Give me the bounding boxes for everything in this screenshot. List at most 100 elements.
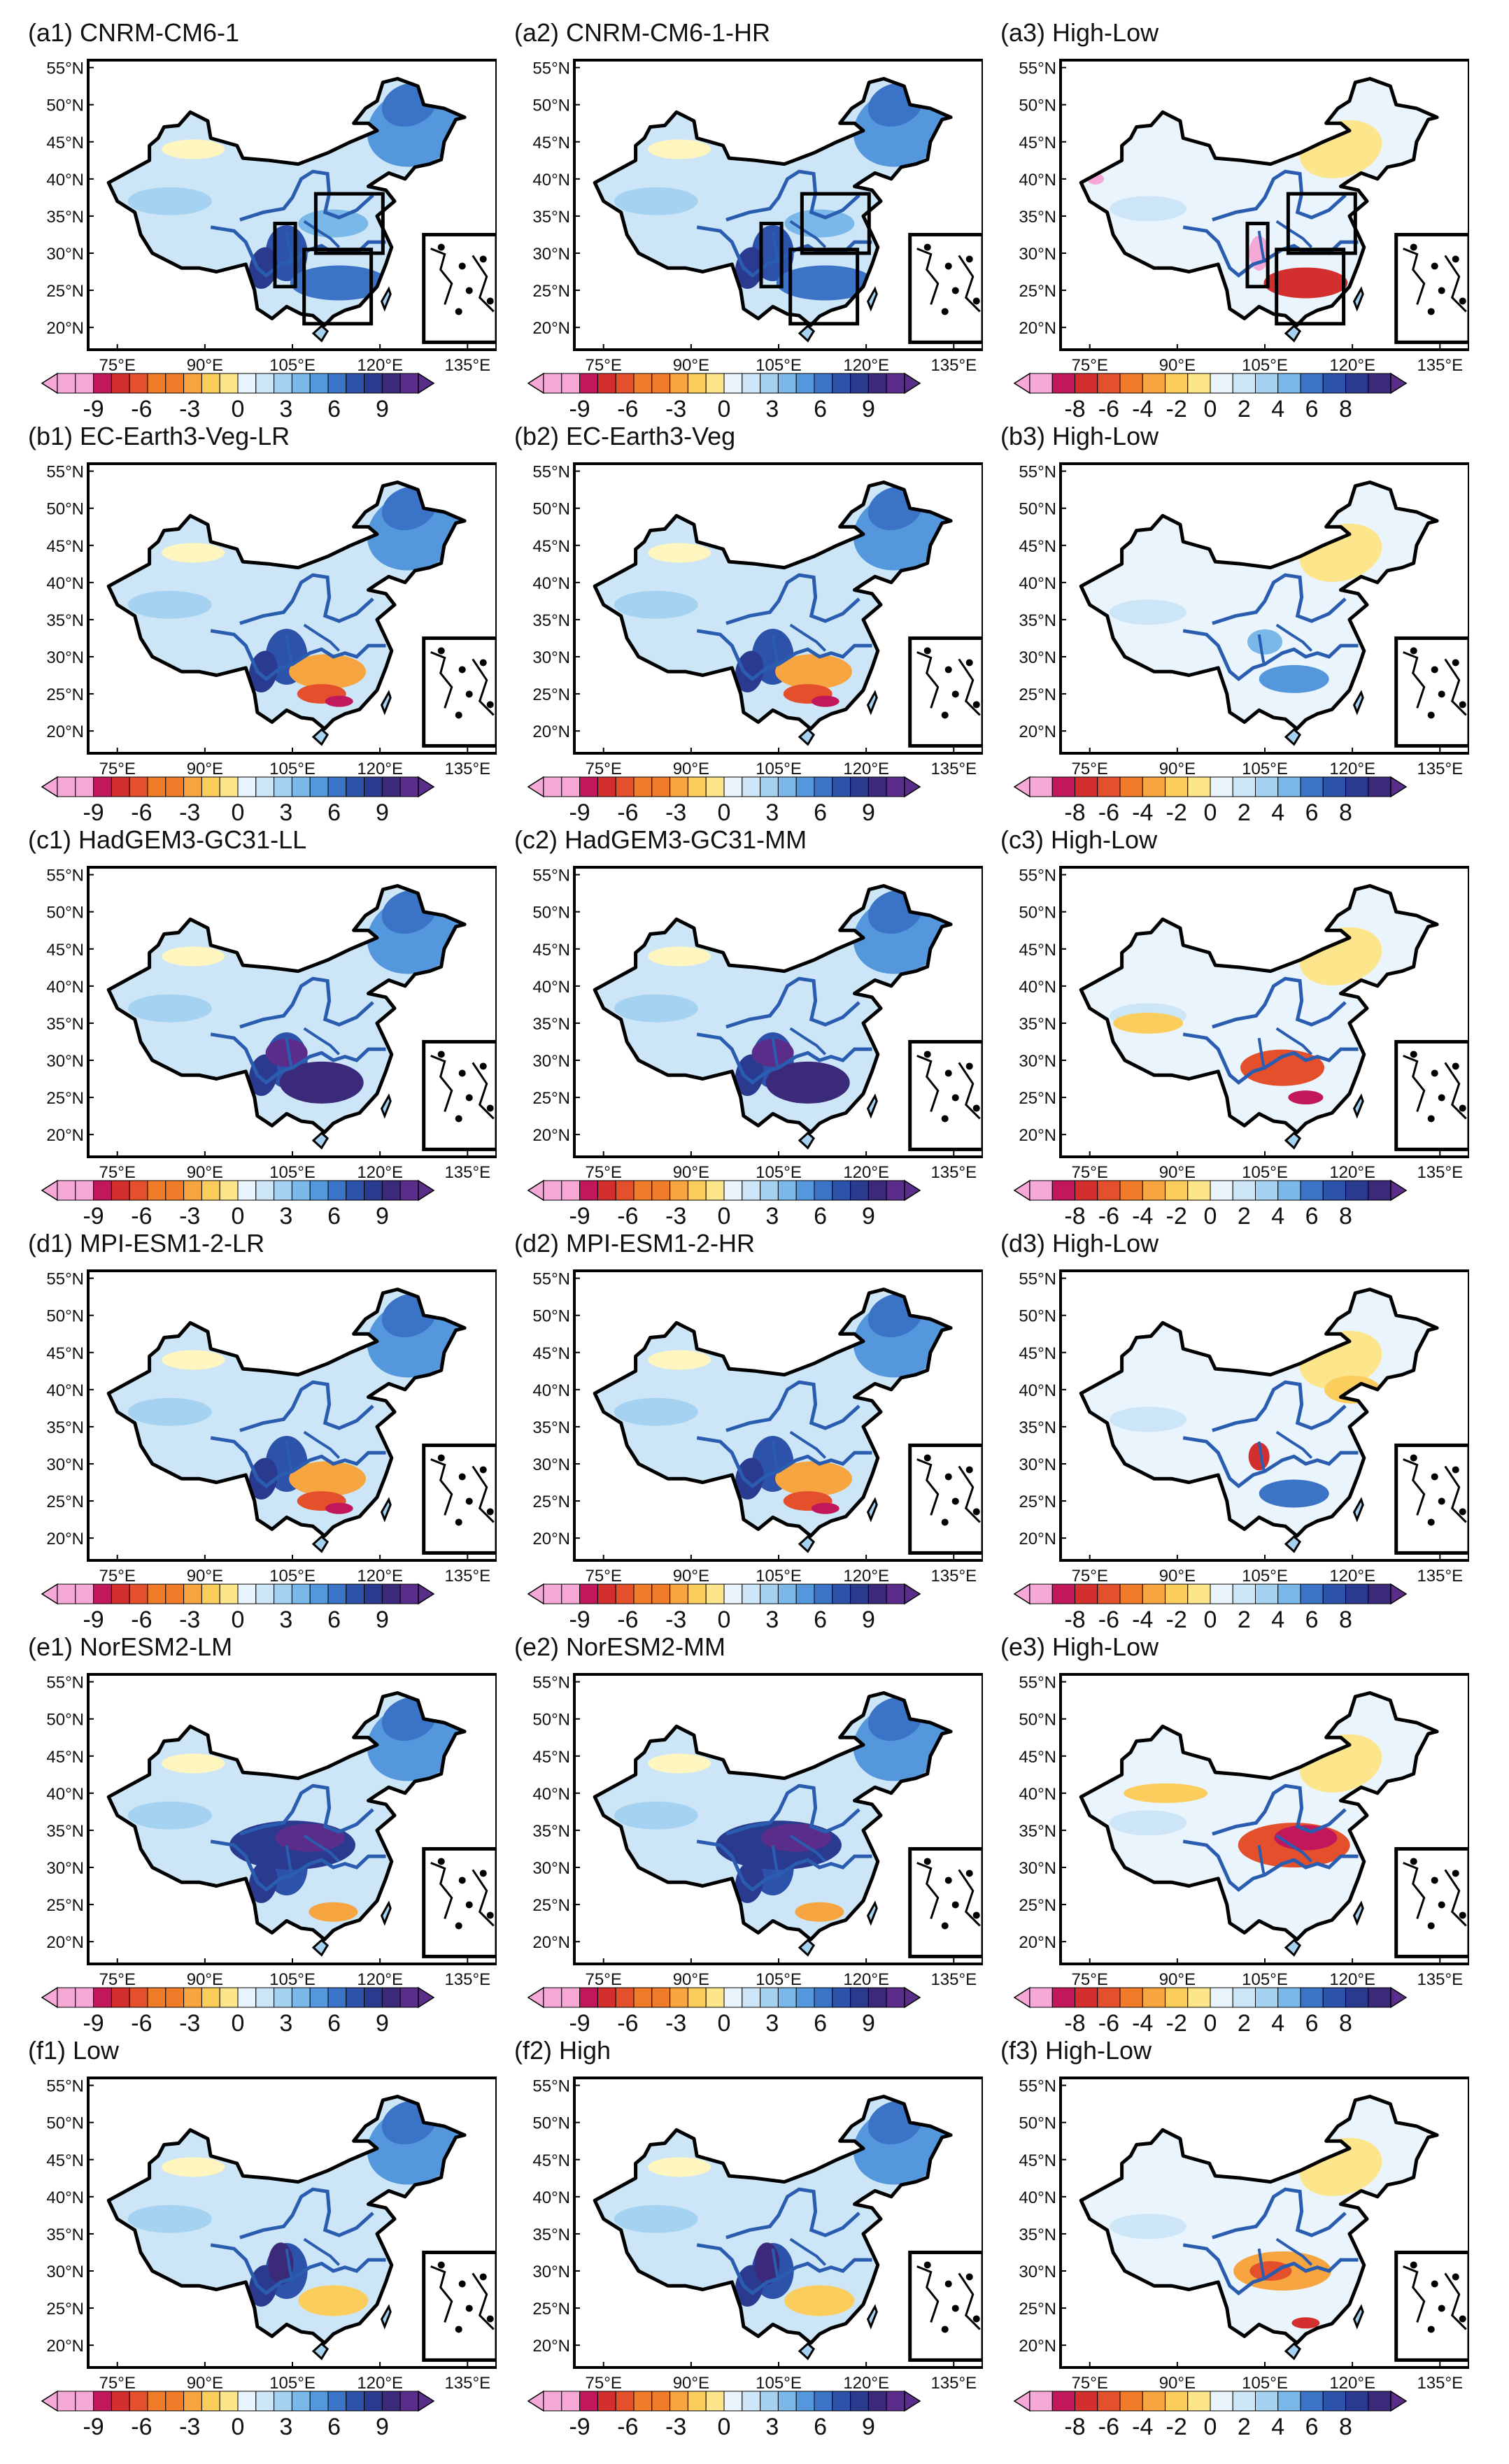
lon-tick-label: 135°E	[444, 760, 490, 778]
map: 55°N 50°N 45°N 40°N 35°N 30°N 25°N 20°N 75°E 90°E…	[532, 1269, 983, 1586]
colorbar-bin	[1029, 1987, 1053, 2008]
colorbar-bin	[1368, 1180, 1391, 1201]
colorbar-tick-label: 6	[814, 2010, 827, 2034]
lon-tick-label: 105°E	[269, 356, 316, 375]
lon-tick-label: 75°E	[1072, 760, 1108, 778]
colorbar-arrow-low	[41, 1179, 58, 1202]
colorbar-tick-label: -2	[1166, 396, 1187, 420]
hainan-island	[311, 2342, 330, 2360]
colorbar-bin	[255, 373, 275, 394]
taiwan-island	[1352, 286, 1364, 312]
yangtze-river	[210, 2243, 386, 2296]
map-panel: (a2) CNRM-CM6-1-HR 55°N 50°N 45°N 40°N 35°N 30…	[500, 18, 983, 420]
lat-tick-label: 55°N	[1019, 867, 1056, 885]
taiwan-island	[866, 286, 878, 312]
taiwan-island	[866, 1093, 878, 1119]
yangtze-river	[1182, 629, 1359, 682]
lat-tick-label: 25°N	[46, 1896, 84, 1915]
colorbar-tick-label: 6	[1305, 799, 1319, 823]
lat-tick-label: 50°N	[1019, 97, 1056, 115]
colorbar-bin	[561, 2391, 581, 2412]
south-china-sea-inset	[908, 232, 983, 344]
colorbar-bin	[219, 1583, 239, 1604]
yellow-river	[1212, 2187, 1347, 2239]
colorbar-bin	[1255, 1180, 1279, 1201]
yellow-river	[725, 169, 860, 222]
lat-tick-label: 30°N	[532, 1455, 570, 1474]
lat-tick-label: 55°N	[1019, 1270, 1056, 1289]
yellow-river	[239, 1380, 374, 1432]
yellow-river	[1212, 169, 1347, 222]
map: 55°N 50°N 45°N 40°N 35°N 30°N 25°N 20°N 75°E 90°E…	[532, 2077, 983, 2393]
lat-tick-label: 25°N	[532, 2300, 570, 2319]
colorbar-bin	[346, 1987, 365, 2008]
colorbar-bin	[364, 1987, 383, 2008]
han-river	[1275, 1027, 1313, 1055]
map-plot: 55°N 50°N 45°N 40°N 35°N 30°N 25°N 20°N 75°E 90°E…	[1013, 2077, 1469, 2437]
colorbar-bin	[1232, 1987, 1256, 2008]
lon-tick-label: 90°E	[187, 356, 223, 375]
colorbar-tick-label: 9	[862, 2010, 875, 2034]
colorbar-bin	[633, 1987, 653, 2008]
colorbar-bin	[1142, 1583, 1166, 1604]
lat-tick-label: 25°N	[532, 1493, 570, 1511]
colorbar-bin	[255, 776, 275, 797]
min-river	[771, 1441, 779, 1470]
hainan-island	[798, 1131, 816, 1150]
colorbar-bin	[687, 373, 707, 394]
lon-tick-label: 120°E	[357, 2374, 403, 2393]
hainan-island	[311, 324, 330, 343]
colorbar-bin	[1322, 2391, 1346, 2412]
colorbar-bin	[1075, 1180, 1098, 1201]
lon-tick-label: 135°E	[444, 1163, 490, 1182]
hainan-island	[311, 1131, 330, 1150]
colorbar-tick-label: 6	[1305, 396, 1319, 420]
lon-tick-label: 105°E	[269, 2374, 316, 2393]
colorbar-tick-label: 0	[232, 1607, 245, 1630]
lat-tick-label: 55°N	[46, 867, 84, 885]
colorbar-bin	[670, 1583, 688, 1604]
hainan-island	[1284, 727, 1302, 746]
colorbar-arrow-high	[904, 1583, 921, 1605]
yellow-river	[1212, 976, 1347, 1029]
colorbar-bin	[219, 1987, 239, 2008]
map-plot: 55°N 50°N 45°N 40°N 35°N 30°N 25°N 20°N 75°E 90°E…	[41, 1673, 497, 2034]
colorbar: -9 -6 -3 0 3 6 9	[527, 1583, 921, 1630]
colorbar-bin	[255, 1987, 275, 2008]
lon-tick-label: 75°E	[586, 2374, 622, 2393]
colorbar-bin	[1165, 1987, 1189, 2008]
colorbar-tick-label: 3	[765, 2414, 779, 2437]
min-river	[1257, 2248, 1266, 2277]
colorbar-bin	[399, 373, 419, 394]
lat-tick-label: 25°N	[1019, 2300, 1056, 2319]
colorbar-bin	[1255, 2391, 1279, 2412]
colorbar-tick-label: -9	[569, 396, 590, 420]
colorbar-tick-label: -3	[665, 2010, 686, 2034]
colorbar-bin	[1119, 1987, 1143, 2008]
lat-tick-label: 50°N	[1019, 1307, 1056, 1326]
colorbar-arrow-high	[418, 1986, 435, 2009]
lat-tick-label: 45°N	[532, 1344, 570, 1363]
map-plot: 55°N 50°N 45°N 40°N 35°N 30°N 25°N 20°N 75°E 90°E…	[1013, 59, 1469, 420]
colorbar-arrow-high	[1390, 776, 1408, 798]
panel-title: (e3) High-Low	[1000, 1632, 1159, 1661]
colorbar-bin	[274, 2391, 292, 2412]
colorbar-bin	[1368, 1987, 1391, 2008]
lat-tick-label: 35°N	[532, 2226, 570, 2244]
colorbar-bin	[867, 776, 887, 797]
colorbar-bin	[742, 776, 761, 797]
colorbar-tick-label: -8	[1064, 1203, 1085, 1227]
han-river	[1275, 220, 1313, 248]
map-plot: 55°N 50°N 45°N 40°N 35°N 30°N 25°N 20°N 75°E 90°E…	[1013, 1269, 1469, 1630]
colorbar-bin	[1187, 1180, 1211, 1201]
lat-tick-label: 30°N	[1019, 2263, 1056, 2281]
colorbar-tick-label: 6	[1305, 2010, 1319, 2034]
colorbar-tick-label: -6	[1098, 799, 1119, 823]
colorbar-bin	[1119, 1180, 1143, 1201]
lon-tick-label: 120°E	[843, 1567, 889, 1586]
colorbar-tick-label: 0	[718, 2010, 731, 2034]
colorbar-bin	[705, 1583, 725, 1604]
colorbar-bin	[886, 373, 905, 394]
lat-tick-label: 45°N	[46, 1344, 84, 1363]
colorbar-bin	[309, 373, 329, 394]
